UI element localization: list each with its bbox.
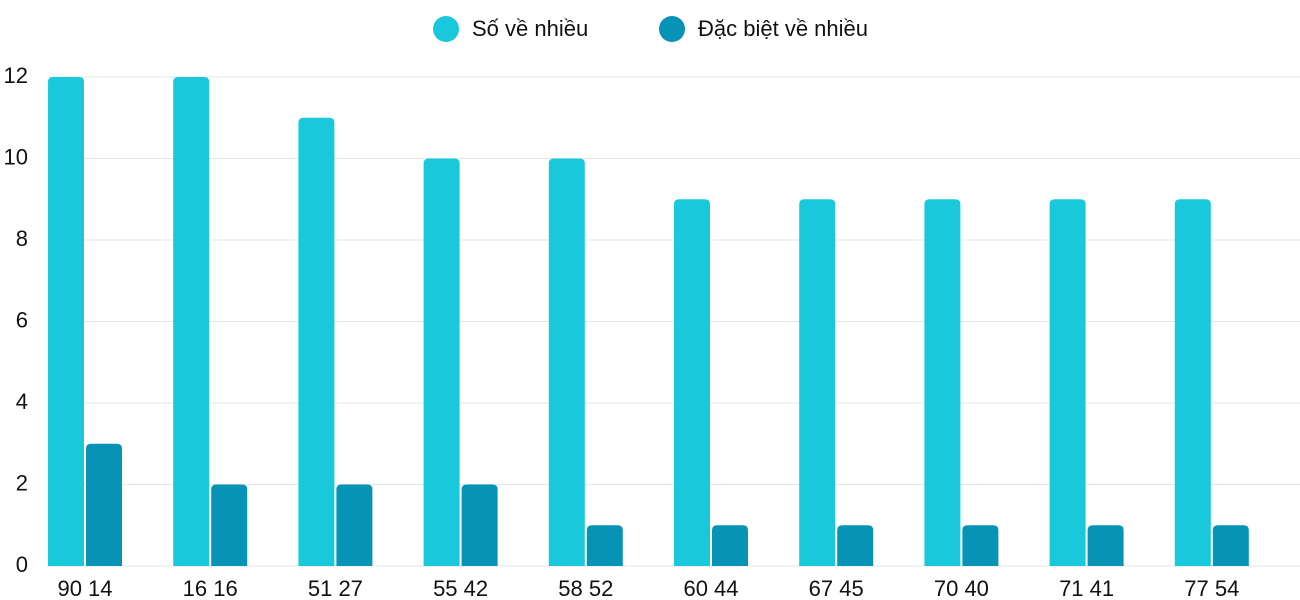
bar [924,199,961,566]
x-tick-label: 67 45 [809,576,864,600]
bar [548,158,585,566]
bar [962,525,999,566]
legend-marker [433,16,459,42]
bar [298,117,335,566]
y-tick-label: 6 [16,307,28,332]
bar [1087,525,1124,566]
x-tick-label: 70 40 [934,576,989,600]
legend-label: Số về nhiều [472,16,588,41]
bar [423,158,460,566]
x-tick-label: 55 42 [433,576,488,600]
y-tick-label: 4 [16,389,28,414]
bar [712,525,748,566]
x-tick-label: 71 41 [1059,576,1114,600]
x-tick-label: 60 44 [683,576,738,600]
y-tick-label: 10 [4,144,28,169]
x-tick-label: 58 52 [558,576,613,600]
bar [336,484,373,566]
y-tick-label: 2 [16,470,28,495]
bar [173,77,210,566]
x-tick-label: 77 54 [1184,576,1239,600]
y-tick-label: 12 [4,63,28,88]
bar [86,443,122,566]
bar [674,199,710,566]
bar [837,525,874,566]
bar [799,199,836,566]
bar [586,525,623,566]
x-tick-label: 51 27 [308,576,363,600]
bar [1174,199,1211,566]
x-tick-label: 16 16 [183,576,238,600]
legend-label: Đặc biệt về nhiều [698,16,868,41]
bar [1049,199,1086,566]
bar [1212,525,1249,566]
bar [461,484,498,566]
y-tick-label: 8 [16,226,28,251]
bar [48,77,84,566]
x-tick-label: 90 14 [57,576,112,600]
y-tick-label: 0 [16,552,28,577]
legend-marker [659,16,685,42]
bar [211,484,248,566]
